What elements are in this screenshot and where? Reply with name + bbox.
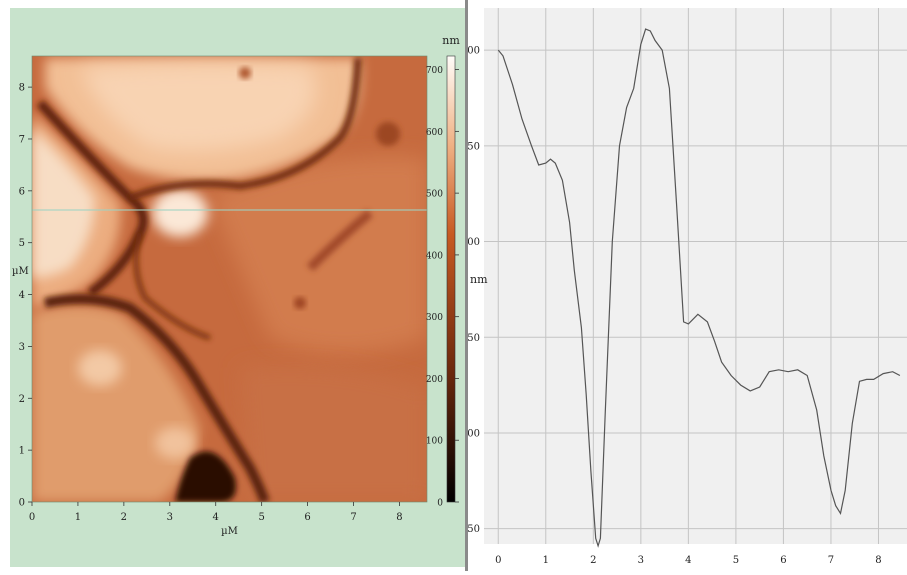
colorbar-tick-label: 0 [437, 499, 443, 509]
afm-topography-image [32, 56, 427, 502]
y-axis-tick-label: 2 [19, 394, 25, 405]
x-axis-tick-label: 8 [396, 512, 402, 523]
chart-y-tick-label: 700 [468, 46, 480, 57]
x-axis-tick-label: 0 [29, 512, 35, 523]
colorbar-tick-label: 700 [426, 66, 443, 76]
chart-x-tick-label: 2 [590, 555, 596, 566]
chart-y-tick-label: 450 [468, 524, 480, 535]
profile-chart-panel: 0 1 2 3 4 5 6 7 8 450 500 550 600 650 700 nm [461, 0, 907, 571]
afm-image-svg: 0 1 2 3 4 5 6 7 8 µM 0 1 2 3 4 5 6 7 8 µM 0 100 200 300 400 500 60… [12, 34, 460, 537]
y-axis-tick-label: 1 [19, 446, 25, 457]
chart-x-tick-label: 6 [780, 555, 786, 566]
y-axis-tick-label: 4 [19, 290, 25, 301]
colorbar-tick-label: 300 [426, 313, 443, 323]
profile-chart-svg: 0 1 2 3 4 5 6 7 8 450 500 550 600 650 700 nm [461, 8, 907, 566]
colorbar-tick-label: 600 [426, 128, 443, 138]
colorbar [446, 55, 456, 503]
colorbar-tick-label: 400 [426, 251, 443, 261]
chart-x-tick-label: 5 [733, 555, 739, 566]
y-axis-tick-label: 7 [19, 134, 25, 145]
chart-y-tick-label: 500 [468, 428, 480, 439]
chart-y-tick-label: 650 [468, 141, 480, 152]
chart-x-tick-label: 0 [495, 555, 501, 566]
chart-x-tick-label: 1 [543, 555, 549, 566]
x-axis-tick-label: 6 [304, 512, 310, 523]
y-axis-tick-label: 8 [19, 83, 25, 94]
chart-x-tick-label: 4 [685, 555, 691, 566]
chart-x-tick-label: 7 [828, 555, 834, 566]
plot-area [484, 8, 907, 544]
y-axis-tick-label: 0 [19, 498, 25, 509]
chart-y-tick-label: 550 [468, 333, 480, 344]
y-axis-tick-label: 3 [19, 342, 25, 353]
afm-image-panel: 0 1 2 3 4 5 6 7 8 µM 0 1 2 3 4 5 6 7 8 µM 0 100 200 300 400 500 60… [10, 8, 465, 567]
colorbar-unit-label: nm [442, 34, 460, 47]
x-axis-label: µM [221, 526, 238, 537]
profile-line [497, 28, 901, 548]
chart-y-tick-label: 600 [468, 237, 480, 248]
x-axis-tick-label: 1 [75, 512, 81, 523]
x-axis-tick-label: 2 [121, 512, 127, 523]
y-axis-tick-label: 5 [19, 238, 25, 249]
chart-x-tick-label: 8 [875, 555, 881, 566]
y-axis-label: µM [12, 266, 29, 277]
x-axis-tick-label: 5 [258, 512, 264, 523]
x-axis-tick-label: 7 [350, 512, 356, 523]
panel-divider [465, 0, 468, 571]
colorbar-tick-label: 200 [426, 375, 443, 385]
colorbar-tick-label: 100 [426, 437, 443, 447]
x-axis-tick-label: 4 [213, 512, 219, 523]
chart-x-tick-label: 3 [638, 555, 644, 566]
colorbar-tick-label: 500 [426, 190, 443, 200]
y-axis-tick-label: 6 [19, 186, 25, 197]
chart-y-axis-label: nm [470, 273, 488, 286]
x-axis-tick-label: 3 [167, 512, 173, 523]
